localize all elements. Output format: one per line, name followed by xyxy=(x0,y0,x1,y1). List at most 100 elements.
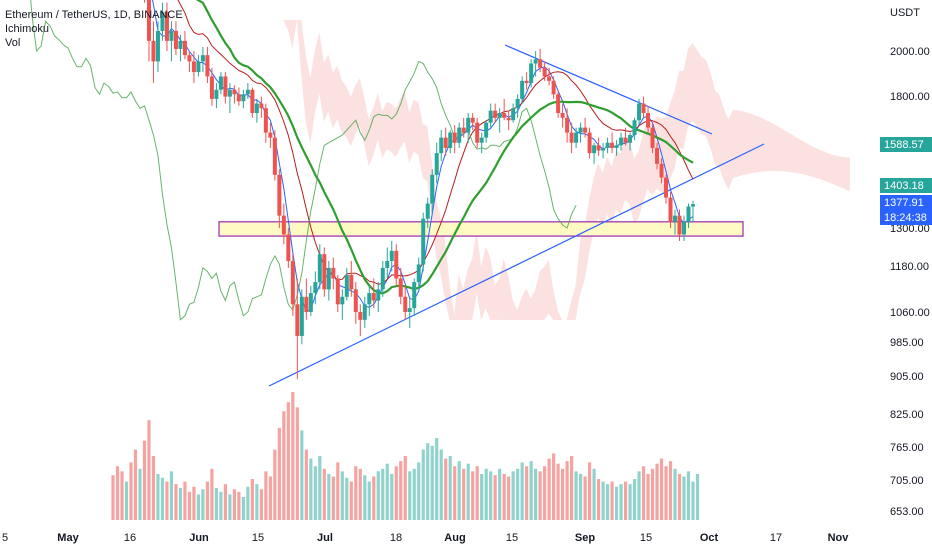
x-tick-label: 15 xyxy=(506,532,518,544)
candle-body xyxy=(250,89,255,114)
volume-bar xyxy=(192,486,196,520)
candle-body xyxy=(272,137,277,175)
price-tag-label: 1377.91 xyxy=(884,197,924,209)
candle-body xyxy=(344,274,349,297)
volume-bar xyxy=(664,466,668,520)
candle-body xyxy=(326,267,331,290)
volume-bar xyxy=(237,491,241,520)
y-tick-label: 653.00 xyxy=(890,506,924,518)
volume-bar xyxy=(453,466,457,520)
candle-body xyxy=(164,11,169,41)
volume-bar xyxy=(596,479,601,520)
volume-bar xyxy=(578,473,583,520)
volume-bar xyxy=(408,471,412,520)
volume-bar xyxy=(358,468,362,520)
volume-bar xyxy=(147,420,151,520)
volume-bar xyxy=(381,468,385,520)
volume-bar xyxy=(340,471,344,520)
volume-bar xyxy=(601,481,605,520)
volume-bar xyxy=(430,445,434,520)
candle-body xyxy=(556,94,561,114)
candle-body xyxy=(187,55,192,62)
candle-body xyxy=(335,278,340,305)
candle-body xyxy=(367,293,372,305)
candle-body xyxy=(416,264,421,283)
candle-body xyxy=(632,120,637,136)
volume-bar xyxy=(641,466,646,520)
candle-body xyxy=(578,127,583,133)
candle-body xyxy=(412,282,417,309)
candle-body xyxy=(673,215,678,222)
candle-body xyxy=(466,117,471,133)
x-tick-label: 15 xyxy=(252,532,264,544)
volume-bar xyxy=(574,471,578,520)
candle-body xyxy=(569,132,574,143)
candle-body xyxy=(646,113,651,128)
volume-bar xyxy=(677,473,682,520)
candle-body xyxy=(637,103,642,121)
volume-bar xyxy=(570,456,574,520)
chikou-line xyxy=(30,0,577,321)
volume-bar xyxy=(354,466,358,520)
volume-bar xyxy=(507,476,511,520)
volume-bar xyxy=(282,411,286,520)
volume-bar xyxy=(489,471,493,520)
volume-bar xyxy=(214,488,219,520)
candle-body xyxy=(659,163,664,178)
volume-bar xyxy=(587,462,592,520)
volume-bar xyxy=(187,491,192,520)
volume-bar xyxy=(484,468,488,520)
kijun-line xyxy=(177,0,694,285)
candle-body xyxy=(592,145,597,154)
volume-bar xyxy=(385,463,389,520)
candle-body xyxy=(470,117,475,123)
volume-bar xyxy=(268,476,272,520)
volume-bar xyxy=(650,468,655,520)
x-tick-label: 5 xyxy=(2,532,8,544)
volume-bar xyxy=(659,458,664,520)
candle-body xyxy=(376,289,381,301)
candle-body xyxy=(371,293,376,301)
candle-body xyxy=(196,61,201,73)
volume-bar xyxy=(246,486,250,520)
candle-body xyxy=(691,204,695,207)
volume-bar xyxy=(313,466,317,520)
candle-body xyxy=(493,110,498,118)
price-tag xyxy=(880,178,932,193)
volume-bar xyxy=(129,462,133,520)
volume-bar xyxy=(421,449,425,520)
volume-bar xyxy=(241,496,245,520)
candle-body xyxy=(322,254,327,290)
volume-bar xyxy=(291,392,295,520)
volume-bar xyxy=(462,468,466,520)
candle-body xyxy=(686,206,691,222)
price-tag xyxy=(880,210,932,225)
volume-bar xyxy=(412,468,416,520)
volume-bar xyxy=(133,449,138,520)
candle-body xyxy=(173,30,178,49)
candle-body xyxy=(475,122,480,143)
candle-body xyxy=(434,153,439,175)
volume-bar xyxy=(120,471,124,520)
candle-body xyxy=(313,282,318,294)
volume-bar xyxy=(394,466,398,520)
volume-bar xyxy=(255,484,259,520)
volume-bar xyxy=(124,481,129,520)
x-tick-label: Aug xyxy=(444,532,465,544)
volume-bar xyxy=(201,489,205,520)
symbol-title: Ethereum / TetherUS, 1D, BINANCE xyxy=(5,9,183,21)
candle-body xyxy=(146,0,151,41)
candle-body xyxy=(502,113,507,118)
y-tick-label: 1060.00 xyxy=(890,307,930,319)
volume-bar xyxy=(273,449,277,520)
volume-bar xyxy=(637,471,641,520)
volume-bar xyxy=(349,481,353,520)
volume-bar xyxy=(538,471,542,520)
volume-bar xyxy=(111,475,115,520)
volume-bar xyxy=(686,471,691,520)
volume-bar xyxy=(502,473,506,520)
volume-bar xyxy=(534,468,538,520)
volume-bar xyxy=(178,488,183,520)
volume-bar xyxy=(605,484,610,520)
